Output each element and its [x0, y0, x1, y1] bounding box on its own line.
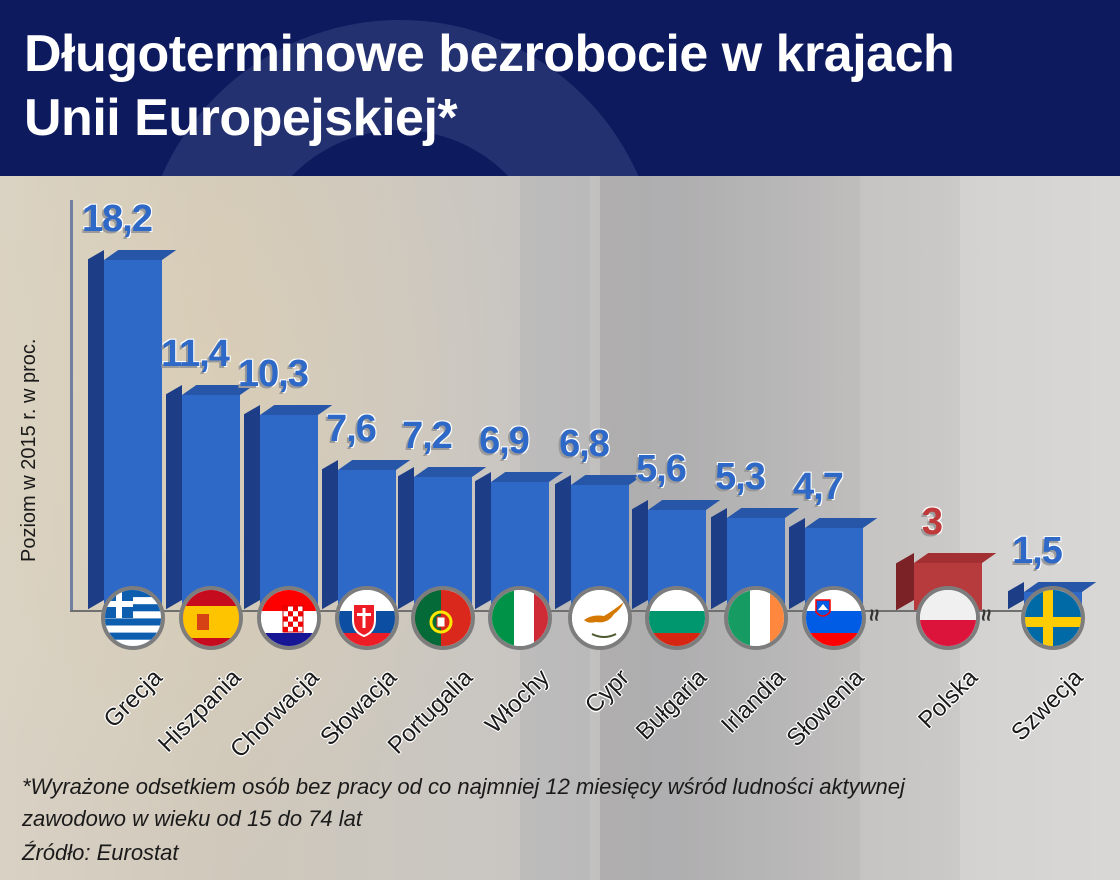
axis-break-icon: ≈	[974, 608, 1000, 622]
value-label: 18,2	[82, 198, 153, 240]
irlandia-flag-icon	[724, 586, 788, 650]
bar-side	[555, 475, 571, 610]
chart-title: Długoterminowe bezrobocie w krajach Unii…	[24, 22, 955, 150]
value-label: 7,6	[326, 408, 377, 450]
bar-top	[805, 518, 878, 528]
bar-side	[322, 460, 338, 610]
title-line-1: Długoterminowe bezrobocie w krajach	[24, 25, 955, 83]
bulgaria-flag-icon	[645, 586, 709, 650]
value-label: 10,3	[238, 353, 309, 395]
slowenia-flag-icon	[802, 586, 866, 650]
bar-grecja	[88, 250, 177, 610]
bar-side	[632, 500, 648, 610]
chorwacja-flag-icon	[257, 586, 321, 650]
footnote-line-2: zawodowo w wieku od 15 do 74 lat	[22, 806, 362, 831]
y-axis-label: Poziom w 2015 r. w proc.	[18, 338, 40, 562]
portugalia-flag-icon	[411, 586, 475, 650]
bar-side	[789, 518, 805, 610]
value-label: 4,7	[793, 466, 844, 508]
grecja-flag-icon	[101, 586, 165, 650]
bar-front	[260, 415, 318, 610]
bar-side	[244, 405, 260, 610]
bar-side	[1008, 582, 1024, 610]
y-axis-line	[70, 200, 73, 610]
footnote-line-1: *Wyrażone odsetkiem osób bez pracy od co…	[22, 774, 905, 799]
slowacja-flag-icon	[335, 586, 399, 650]
axis-break-icon: ≈	[862, 608, 888, 622]
szwecja-flag-icon	[1021, 586, 1085, 650]
wlochy-flag-icon	[488, 586, 552, 650]
polska-flag-icon	[916, 586, 980, 650]
bar-front	[104, 260, 162, 610]
value-label: 3	[921, 501, 943, 543]
bar-side	[166, 385, 182, 610]
cypr-flag-icon	[568, 586, 632, 650]
title-line-2: Unii Europejskiej*	[24, 89, 458, 147]
source-note: Źródło: Eurostat	[22, 840, 179, 865]
bar-side	[711, 508, 727, 610]
value-label: 6,9	[479, 420, 530, 462]
bar-side	[475, 472, 491, 610]
value-label: 11,4	[161, 333, 230, 375]
bar-front	[182, 395, 240, 610]
bar-chorwacja	[244, 405, 333, 610]
value-label: 7,2	[402, 415, 453, 457]
bar-side	[896, 553, 914, 611]
background-photo	[960, 176, 1120, 880]
bar-side	[398, 467, 414, 610]
value-label: 5,3	[715, 456, 766, 498]
bar-side	[88, 250, 104, 610]
bar-hiszpania	[166, 385, 255, 610]
value-label: 6,8	[559, 423, 610, 465]
value-label: 1,5	[1012, 530, 1063, 572]
hiszpania-flag-icon	[179, 586, 243, 650]
value-label: 5,6	[636, 448, 687, 490]
header-banner: Długoterminowe bezrobocie w krajach Unii…	[0, 0, 1120, 176]
